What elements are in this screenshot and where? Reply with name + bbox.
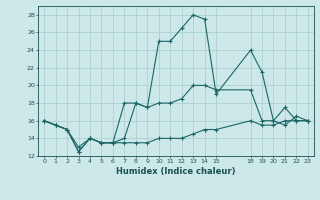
X-axis label: Humidex (Indice chaleur): Humidex (Indice chaleur) bbox=[116, 167, 236, 176]
